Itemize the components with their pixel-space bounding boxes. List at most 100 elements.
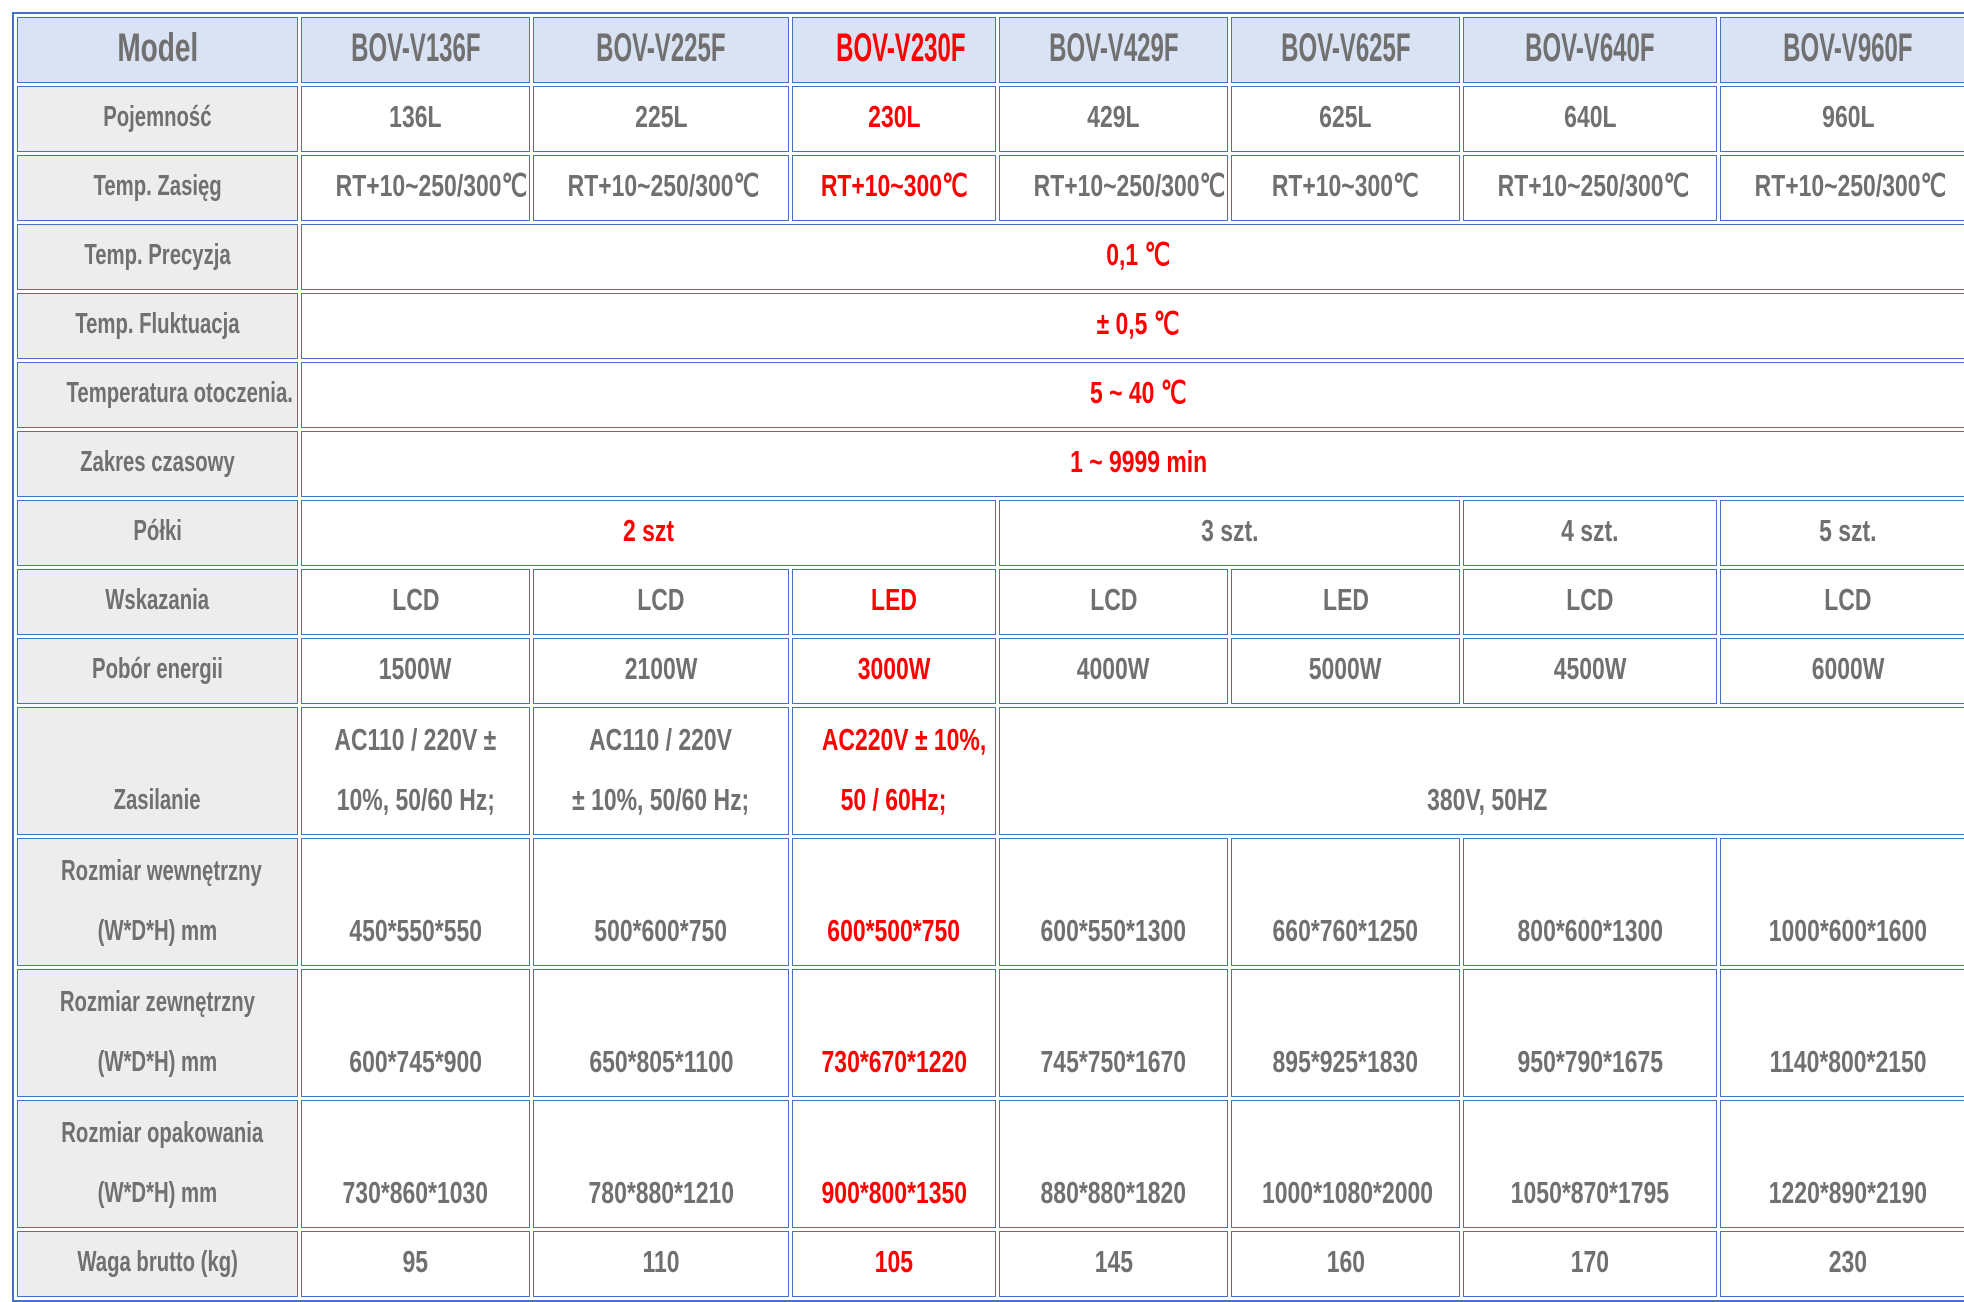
cell-text: LCD — [1089, 582, 1138, 617]
value-cell: 230L — [792, 86, 996, 152]
cell-text: LCD — [1566, 582, 1614, 617]
cell-text: 880*880*1820 — [1040, 1175, 1187, 1210]
header-model-bov-v225f: BOV-V225F — [533, 17, 789, 83]
row-label: Pobór energii — [17, 638, 298, 704]
cell-text: Temp. Precyzja — [84, 239, 231, 271]
cell-text: 950*790*1675 — [1517, 1044, 1663, 1079]
cell-text: Temperatura otoczenia. — [66, 377, 293, 409]
row-label: Temp. Zasięg — [17, 155, 298, 221]
value-cell: RT+10~250/300℃ — [1720, 155, 1964, 221]
cell-text: 3 szt. — [1200, 513, 1259, 548]
cell-text: LED — [871, 582, 917, 617]
cell-text: 1140*800*2150 — [1769, 1044, 1927, 1079]
cell-text: 1500W — [379, 651, 452, 686]
table-row: Zasilanie AC110 / 220V ±10%, 50/60 Hz; AC1… — [17, 707, 1964, 835]
cell-text: 450*550*550 — [349, 913, 482, 948]
cell-text: 10%, 50/60 Hz; — [336, 782, 495, 817]
cell-text: 145 — [1094, 1244, 1133, 1279]
value-cell: 3000W — [792, 638, 996, 704]
value-cell: LED — [1231, 569, 1460, 635]
cell-text: 5000W — [1309, 651, 1382, 686]
cell-text: 800*600*1300 — [1517, 913, 1663, 948]
cell-text: BOV-V230F — [836, 26, 966, 70]
cell-text: Model — [117, 26, 198, 70]
value-cell: 160 — [1231, 1231, 1460, 1297]
row-label: Temperatura otoczenia. — [17, 362, 298, 428]
value-cell: 950*790*1675 — [1463, 969, 1717, 1097]
row-label: Temp. Precyzja — [17, 224, 298, 290]
value-cell: 145 — [999, 1231, 1228, 1297]
value-cell: AC110 / 220V ± 10%, 50/60 Hz; — [533, 707, 789, 835]
value-cell: 105 — [792, 1231, 996, 1297]
value-cell: 1220*890*2190 — [1720, 1100, 1964, 1228]
cell-text: Zasilanie — [114, 784, 201, 816]
row-label: Wskazania — [17, 569, 298, 635]
value-cell: RT+10~250/300℃ — [301, 155, 530, 221]
cell-text: RT+10~300℃ — [1272, 168, 1419, 203]
value-cell: LCD — [533, 569, 789, 635]
cell-text: 1 ~ 9999 min — [1069, 444, 1208, 479]
cell-text: 730*860*1030 — [342, 1175, 489, 1210]
row-label: Rozmiar wewnętrzny (W*D*H) mm — [17, 838, 298, 966]
cell-text: (W*D*H) mm — [97, 1177, 218, 1209]
cell-text: BOV-V625F — [1280, 26, 1411, 70]
row-label: Zasilanie — [17, 707, 298, 835]
table-row: Temp. Precyzja 0,1 ℃ — [17, 224, 1964, 290]
cell-text: BOV-V640F — [1525, 26, 1655, 70]
value-cell: 2100W — [533, 638, 789, 704]
value-cell: AC220V ± 10%, 50 / 60Hz; — [792, 707, 996, 835]
table-row: Półki 2 szt 3 szt. 4 szt. 5 szt. — [17, 500, 1964, 566]
value-cell: LCD — [999, 569, 1228, 635]
header-model-bov-v640f: BOV-V640F — [1463, 17, 1717, 83]
value-cell: RT+10~250/300℃ — [999, 155, 1228, 221]
cell-text: BOV-V136F — [350, 26, 481, 70]
value-cell: 600*500*750 — [792, 838, 996, 966]
value-cell: 730*860*1030 — [301, 1100, 530, 1228]
cell-text: LCD — [1824, 582, 1872, 617]
header-model-bov-v136f: BOV-V136F — [301, 17, 530, 83]
header-row: Model BOV-V136F BOV-V225F BOV-V230F BOV-V429… — [17, 17, 1964, 83]
value-cell: 136L — [301, 86, 530, 152]
value-cell: 600*550*1300 — [999, 838, 1228, 966]
cell-text: AC110 / 220V ± — [334, 722, 497, 757]
value-cell: AC110 / 220V ± 10%, 50/60 Hz; — [301, 707, 530, 835]
value-cell: 650*805*1100 — [533, 969, 789, 1097]
value-cell: 0,1 ℃ — [301, 224, 1964, 290]
value-cell: LCD — [301, 569, 530, 635]
table-row: Rozmiar wewnętrzny (W*D*H) mm 450*550*550 5… — [17, 838, 1964, 966]
cell-text: 136L — [389, 99, 442, 134]
cell-text: 0,1 ℃ — [1106, 237, 1171, 272]
header-model-bov-v625f: BOV-V625F — [1231, 17, 1460, 83]
cell-text: 2100W — [624, 651, 698, 686]
cell-text: Pobór energii — [92, 653, 223, 685]
cell-text: 660*760*1250 — [1272, 913, 1419, 948]
cell-text: 230 — [1828, 1244, 1868, 1279]
value-cell: 3 szt. — [999, 500, 1460, 566]
value-cell: 1 ~ 9999 min — [301, 431, 1964, 497]
value-cell: 2 szt — [301, 500, 996, 566]
value-cell: 640L — [1463, 86, 1717, 152]
cell-text: (W*D*H) mm — [97, 915, 218, 947]
value-cell: 600*745*900 — [301, 969, 530, 1097]
cell-text: 625L — [1319, 99, 1372, 134]
header-model-bov-v230f: BOV-V230F — [792, 17, 996, 83]
value-cell: 745*750*1670 — [999, 969, 1228, 1097]
value-cell: 225L — [533, 86, 789, 152]
cell-text: 1050*870*1795 — [1510, 1175, 1670, 1210]
cell-text: BOV-V429F — [1048, 26, 1179, 70]
value-cell: 110 — [533, 1231, 789, 1297]
cell-text: AC110 / 220V — [589, 722, 733, 757]
value-cell: 429L — [999, 86, 1228, 152]
row-label: Rozmiar opakowania (W*D*H) mm — [17, 1100, 298, 1228]
cell-text: RT+10~250/300℃ — [1033, 168, 1226, 203]
row-label: Temp. Fluktuacja — [17, 293, 298, 359]
cell-text: Temp. Fluktuacja — [75, 308, 240, 340]
cell-text: 1220*890*2190 — [1768, 1175, 1928, 1210]
table-row: Waga brutto (kg) 95 110 105 145 160 170 230 — [17, 1231, 1964, 1297]
table-row: Temperatura otoczenia. 5 ~ 40 ℃ — [17, 362, 1964, 428]
cell-text: Temp. Zasięg — [93, 170, 222, 202]
value-cell: 1140*800*2150 — [1720, 969, 1964, 1097]
value-cell: RT+10~300℃ — [1231, 155, 1460, 221]
row-label: Pojemność — [17, 86, 298, 152]
header-model-label: Model — [17, 17, 298, 83]
